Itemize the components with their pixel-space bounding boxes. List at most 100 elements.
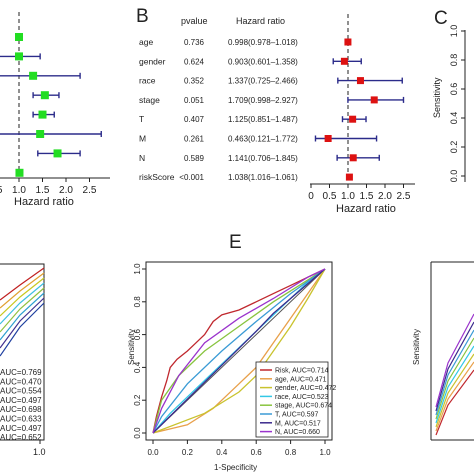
panel-e-x-tick-label: 0.6 <box>251 448 263 457</box>
panel-b-pvalue: <0.001 <box>179 173 204 182</box>
panel-e-x-tick-label: 0.0 <box>147 448 159 457</box>
pvalue-column-header: pvalue <box>181 16 208 26</box>
panel-b-hr-text: 1.709(0.998–2.927) <box>228 96 298 105</box>
hazard-ratio-column-header: Hazard ratio <box>236 16 285 26</box>
panel-d-roc-curve <box>0 287 45 333</box>
panel-c-y-tick-label: 0.0 <box>449 170 459 183</box>
panel-e-legend-label: Risk, AUC=0.714 <box>275 368 329 375</box>
panel-b-hr-marker <box>345 173 353 181</box>
panel-e-roc-curve <box>152 268 326 434</box>
panel-b-row-label: T <box>139 114 144 124</box>
panel-e-y-tick-label: 1.0 <box>133 263 142 275</box>
panel-a-x-tick-label: 0.5 <box>0 185 3 196</box>
panel-f-roc-curve <box>435 345 474 424</box>
panel-c-y-tick-label: 0.4 <box>449 112 459 125</box>
panel-d-plot-frame <box>0 263 45 441</box>
panel-b-hr-marker <box>356 77 364 85</box>
panel-d-roc-curve <box>0 302 45 357</box>
panel-f-roc-curve <box>435 337 474 420</box>
panel-f-roc-curve <box>435 353 474 428</box>
panel-c-y-tick-label: 1.0 <box>449 25 459 38</box>
panel-e-y-tick-label: 0.2 <box>133 394 142 406</box>
panel-b-hr-marker <box>349 115 357 123</box>
panel-a-hr-marker <box>15 52 23 61</box>
panel-d-legend-entry: AUC=0.470 <box>0 377 42 386</box>
panel-b-x-tick-label: 0 <box>308 191 314 202</box>
panel-a-hr-marker <box>15 168 24 177</box>
panel-b-pvalue: 0.261 <box>184 135 205 144</box>
panel-e-roc-curve <box>152 268 326 434</box>
panel-b-hr-marker <box>349 154 357 162</box>
panel-b-row-label: race <box>139 76 156 86</box>
panel-c-letter: C <box>434 8 448 29</box>
panel-e-legend-label: N, AUC=0.660 <box>275 429 320 436</box>
panel-a-x-tick-label: 2.0 <box>59 185 73 196</box>
panel-e-legend-box <box>255 361 329 438</box>
panel-b-pvalue: 0.352 <box>184 77 205 86</box>
panel-b-pvalue: 0.736 <box>184 38 205 47</box>
panel-d-legend-entry: AUC=0.554 <box>0 387 42 396</box>
panel-d-roc-curve <box>0 292 45 341</box>
panel-e-y-tick-label: 0.6 <box>133 328 142 340</box>
panel-b-hr-text: 1.125(0.851–1.487) <box>228 115 298 124</box>
panel-b-hr-text: 0.903(0.601–1.358) <box>228 57 298 66</box>
panel-b-row-label: age <box>139 37 153 47</box>
panel-d-x-tick: 1.0 <box>33 447 46 457</box>
panel-b-row-label: gender <box>139 56 166 66</box>
panel-b-row-label: M <box>139 134 146 144</box>
panel-b-hr-text: 0.998(0.978–1.018) <box>228 38 298 47</box>
panel-b-hr-text: 1.141(0.706–1.845) <box>228 154 298 163</box>
panel-e-legend-label: M, AUC=0.517 <box>275 420 321 427</box>
panel-b-hr-marker <box>370 96 378 104</box>
panel-b-pvalue: 0.051 <box>184 96 205 105</box>
panel-f-roc-curve <box>435 329 474 416</box>
panel-d-legend-entry: AUC=0.769 <box>0 368 42 377</box>
panel-e: E 0.0 0.2 0.4 0.6 0.8 1.0 0.0 0.2 0.4 0.6 0.8 1.0 S… <box>127 232 336 472</box>
panel-c-y-tick-label: 0.2 <box>449 141 459 154</box>
panel-c-y-tick-label: 0.8 <box>449 54 459 67</box>
panel-b: B pvalue Hazard ratio age 0.736 0.998(0.97… <box>136 6 415 215</box>
panel-f-roc-curve <box>435 321 474 412</box>
panel-a: 0.5 1.0 1.5 2.0 2.5 Hazard ratio <box>0 12 110 208</box>
panel-b-hr-marker <box>344 38 352 46</box>
panel-e-legend-label: T, AUC=0.597 <box>275 412 318 419</box>
panel-a-hr-marker <box>36 130 45 138</box>
panel-b-x-tick-label: 2.5 <box>397 191 411 202</box>
panel-d-legend-entry: AUC=0.633 <box>0 415 42 424</box>
panel-e-roc-curve <box>152 268 326 434</box>
panel-e-legend-label: stage, AUC=0.674 <box>275 403 332 410</box>
panel-a-x-tick-label: 1.0 <box>12 185 26 196</box>
panel-b-hr-marker <box>324 135 332 142</box>
panel-b-hr-text: 1.038(1.016–1.061) <box>228 173 298 182</box>
panel-e-letter: E <box>229 232 242 253</box>
panel-a-x-tick-label: 2.5 <box>83 185 97 196</box>
panel-e-y-tick-label: 0.4 <box>133 361 142 373</box>
panel-e-x-tick-label: 1.0 <box>319 448 331 457</box>
panel-f: Sensitivity <box>412 261 474 441</box>
panel-a-hr-marker <box>53 149 62 158</box>
panel-e-x-tick-label: 0.4 <box>216 448 228 457</box>
panel-d-roc-curve <box>0 277 45 317</box>
panel-e-y-label: Sensitivity <box>127 329 136 365</box>
panel-b-pvalue: 0.624 <box>184 57 205 66</box>
panel-b-x-tick-label: 0.5 <box>323 191 337 202</box>
panel-d-legend-entry: AUC=0.497 <box>0 396 42 405</box>
panel-e-y-tick-label: 0.0 <box>133 427 142 439</box>
panel-c-y-label: Sensitivity <box>432 77 442 118</box>
panel-a-hr-marker <box>38 110 47 119</box>
panel-b-hr-text: 0.463(0.121–1.772) <box>228 135 298 144</box>
panel-a-x-label: Hazard ratio <box>14 196 74 208</box>
panel-b-row-label: N <box>139 153 145 163</box>
panel-b-row-label: riskScore <box>139 172 175 182</box>
panel-e-legend-label: age, AUC=0.471 <box>275 376 327 383</box>
panel-a-hr-marker <box>29 71 38 80</box>
panel-d-roc-curve <box>0 267 45 301</box>
panel-e-x-tick-label: 0.2 <box>182 448 194 457</box>
panel-d-roc-curve <box>0 272 45 309</box>
panel-a-hr-marker <box>15 33 23 41</box>
panel-c-y-tick-label: 0.6 <box>449 83 459 96</box>
panel-e-legend-label: gender, AUC=0.472 <box>275 385 336 392</box>
panel-f-y-label: Sensitivity <box>412 329 421 365</box>
